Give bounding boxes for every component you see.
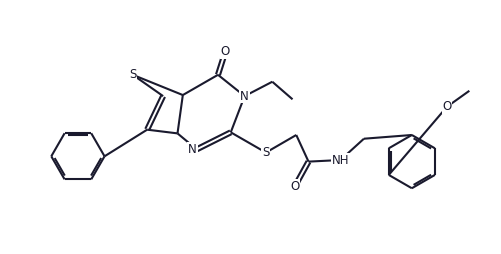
Text: O: O	[220, 45, 229, 58]
Text: S: S	[262, 146, 269, 159]
Text: S: S	[129, 68, 136, 81]
Text: N: N	[240, 90, 248, 103]
Text: O: O	[290, 180, 299, 193]
Text: NH: NH	[331, 153, 349, 167]
Text: O: O	[441, 100, 451, 113]
Text: N: N	[187, 143, 196, 156]
